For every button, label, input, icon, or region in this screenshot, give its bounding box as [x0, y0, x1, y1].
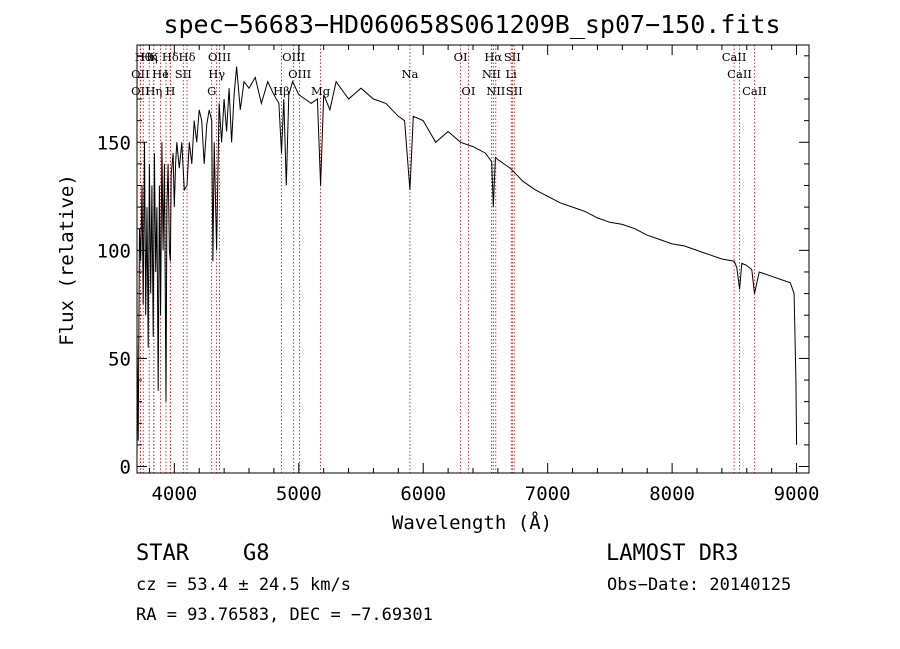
line-marker-label: CaII	[722, 50, 747, 64]
line-marker-label: CaII	[727, 67, 752, 81]
line-marker-label: Hγ	[208, 67, 225, 81]
line-marker-label: OIII	[288, 67, 311, 81]
line-marker-label: OII	[131, 84, 150, 98]
x-tick-label: 8000	[649, 483, 695, 505]
redshift-value: cz = 53.4 ± 24.5 km/s	[136, 575, 351, 595]
y-tick-label: 50	[108, 348, 131, 370]
observation-date: Obs−Date: 20140125	[607, 575, 791, 595]
x-axis-label: Wavelength (Å)	[392, 511, 552, 534]
line-marker-label: OI	[461, 84, 475, 98]
line-marker-label: CaII	[742, 84, 767, 98]
line-marker-label: He	[152, 67, 169, 81]
line-marker-label: OIII	[208, 50, 231, 64]
object-class: STAR	[136, 541, 190, 566]
line-marker-label: OII	[131, 67, 150, 81]
line-marker-label: Hδ	[179, 50, 196, 64]
x-tick-label: 9000	[774, 483, 820, 505]
line-marker-label: H	[165, 84, 175, 98]
y-tick-label: 0	[120, 457, 131, 479]
y-axis-ticks: 0 50 100 150	[97, 55, 809, 479]
line-marker-labels: HθOIIOIIHηKHeHηIHδHSIIHδGHγOIIIHβOIIIOII…	[131, 50, 767, 98]
line-marker-label: K	[150, 50, 159, 64]
y-axis-label: Flux (relative)	[56, 174, 78, 346]
line-marker-label: Hη	[145, 84, 162, 98]
line-marker-label: OI	[454, 50, 468, 64]
x-axis-ticks: 4000 5000 6000 7000 8000 9000	[148, 45, 820, 505]
x-tick-label: 5000	[276, 483, 322, 505]
coordinates: RA = 93.76583, DEC = −7.69301	[136, 605, 433, 625]
line-marker-label: NII	[486, 84, 505, 98]
survey-name: LAMOST DR3	[606, 541, 738, 566]
line-marker-label: OIII	[282, 50, 305, 64]
line-marker-label: SII	[175, 67, 192, 81]
line-marker-label: Hδ	[162, 50, 179, 64]
line-marker-label: SII	[504, 50, 521, 64]
y-tick-label: 100	[97, 240, 131, 262]
x-tick-label: 7000	[525, 483, 571, 505]
y-tick-label: 150	[97, 132, 131, 154]
chart-title: spec−56683−HD060658S061209B_sp07−150.fit…	[163, 10, 780, 39]
spectrum-line	[136, 66, 798, 445]
line-marker-label: Li	[506, 67, 518, 81]
line-marker-label: Hα	[484, 50, 502, 64]
line-marker-label: Hη	[141, 50, 158, 64]
line-marker-label: Hθ	[135, 50, 152, 64]
line-marker-label: G	[207, 84, 216, 98]
line-marker-label: Hβ	[273, 84, 290, 98]
x-tick-label: 4000	[151, 483, 197, 505]
line-marker-label: Mg	[311, 84, 331, 98]
x-tick-label: 6000	[400, 483, 446, 505]
line-marker-label: I	[164, 67, 169, 81]
plot-frame	[136, 44, 810, 474]
line-marker-label: NII	[482, 67, 501, 81]
line-marker-label: SII	[506, 84, 523, 98]
spectral-subclass: G8	[243, 541, 270, 566]
line-markers	[139, 45, 755, 473]
line-marker-label: Na	[401, 67, 418, 81]
